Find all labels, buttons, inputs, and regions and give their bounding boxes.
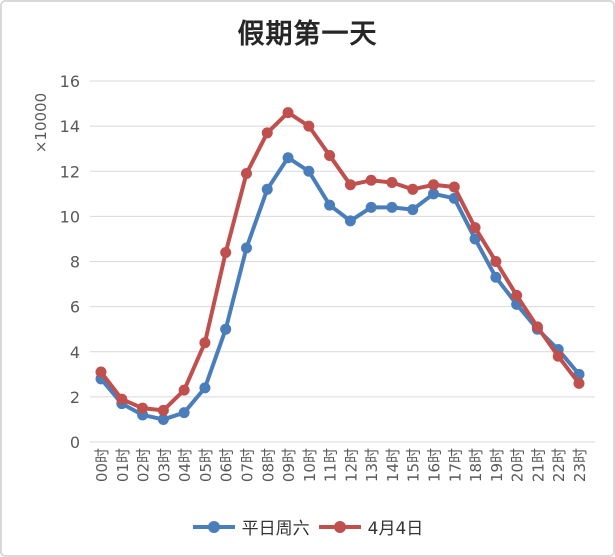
series-weekday-saturday-point-19时: [490, 271, 502, 283]
series-weekday-saturday-point-08时: [261, 183, 273, 195]
x-tick-label: 09时: [280, 448, 298, 482]
x-tick-label: 04时: [176, 448, 194, 482]
line-marker-swatch-icon: [318, 520, 361, 533]
x-tick-label: 16时: [426, 448, 444, 482]
series-weekday-saturday-point-09时: [282, 152, 294, 164]
x-tick-label: 07时: [238, 448, 256, 482]
series-april-4th-point-17时: [448, 181, 460, 193]
series-april-4th-point-21时: [531, 321, 543, 333]
series-april-4th: [95, 107, 585, 416]
series-weekday-saturday-point-10时: [303, 165, 315, 177]
series-april-4th-point-04时: [178, 384, 190, 396]
series-april-4th-point-15时: [407, 183, 419, 195]
x-tick-label: 18时: [467, 448, 485, 482]
series-april-4th-point-02时: [137, 402, 149, 414]
y-tick-label: 8: [70, 253, 80, 272]
y-tick-label: 2: [70, 388, 80, 407]
y-tick-label: 16: [60, 72, 80, 91]
y-axis-unit-label: ×10000: [32, 93, 50, 153]
x-tick-label: 10时: [301, 448, 319, 482]
x-tick-label: 23时: [571, 448, 589, 482]
x-tick-label: 21时: [529, 448, 547, 482]
x-tick-label: 19时: [488, 448, 506, 482]
series-weekday-saturday-point-05时: [199, 382, 211, 394]
series-april-4th-point-01时: [116, 393, 128, 405]
series-april-4th-point-16时: [428, 179, 440, 191]
series-april-4th-point-08时: [261, 127, 273, 139]
y-tick-label: 4: [70, 343, 80, 362]
series-weekday-saturday-point-03时: [157, 413, 169, 425]
x-tick-label: 22时: [550, 448, 568, 482]
x-tick-label: 08时: [259, 448, 277, 482]
series-april-4th-point-11时: [324, 149, 336, 161]
x-tick-label: 17时: [446, 448, 464, 482]
series-april-4th-point-10时: [303, 120, 315, 132]
x-tick-label: 15时: [405, 448, 423, 482]
series-weekday-saturday-point-16时: [428, 188, 440, 200]
series-april-4th-point-19时: [490, 256, 502, 267]
x-tick-label: 13时: [363, 448, 381, 482]
line-marker-swatch-icon: [192, 520, 235, 533]
series-april-4th-point-07时: [240, 168, 252, 180]
series-april-4th-point-13时: [365, 174, 377, 186]
x-tick-label: 02时: [135, 448, 153, 482]
x-tick-label: 20时: [509, 448, 527, 482]
x-tick-label: 11时: [322, 448, 340, 482]
y-tick-label: 12: [60, 162, 80, 181]
series-april-4th-point-12时: [344, 179, 356, 191]
x-axis-tick-labels: 00时 01时 02时 03时 04时 05时 06时 07时 08时 09时 10时 11时 12时 1…: [93, 448, 589, 482]
y-axis-tick-labels: 0 2 4 6 8 10 12 14 16: [60, 72, 80, 452]
line-chart-canvas: 0 2 4 6 8 10 12 14 16 ×10000 00时 01时 02时 03时 04时 05时 06时…: [32, 72, 595, 482]
series-weekday-saturday-point-06时: [220, 323, 232, 335]
x-tick-label: 01时: [114, 448, 132, 482]
legend-label-april-4th: 4月4日: [367, 519, 424, 539]
legend-item-weekday-saturday: 平日周六: [192, 514, 310, 539]
series-weekday-saturday-line: [99, 155, 581, 422]
series-weekday-saturday-point-15时: [407, 204, 419, 216]
series-april-4th-point-09时: [282, 107, 294, 119]
x-tick-label: 03时: [155, 448, 173, 482]
y-tick-label: 0: [70, 433, 80, 452]
series-april-4th-point-20时: [511, 289, 523, 301]
series-weekday-saturday-point-12时: [344, 215, 356, 227]
gridlines: [90, 80, 595, 443]
series-april-4th-point-05时: [199, 337, 211, 349]
x-tick-label: 14时: [384, 448, 402, 482]
y-tick-label: 10: [60, 207, 80, 226]
y-tick-label: 6: [70, 298, 80, 317]
series-april-4th-point-23时: [573, 377, 585, 389]
series-weekday-saturday-point-11时: [324, 199, 336, 211]
chart-legend: 平日周六 4月4日: [2, 514, 613, 539]
legend-label-weekday-saturday: 平日周六: [241, 519, 310, 539]
chart-title: 假期第一天: [237, 19, 378, 50]
legend-item-april-4th: 4月4日: [318, 514, 424, 539]
series-april-4th-point-00时: [95, 366, 107, 378]
x-tick-label: 06时: [218, 448, 236, 482]
series-april-4th-point-14时: [386, 177, 398, 189]
series-weekday-saturday-point-13时: [365, 201, 377, 213]
series-weekday-saturday-point-14时: [386, 201, 398, 213]
x-tick-label: 05时: [197, 448, 215, 482]
series-april-4th-point-18时: [469, 222, 481, 234]
y-tick-label: 14: [60, 117, 80, 136]
series-april-4th-point-03时: [157, 404, 169, 416]
series-april-4th-point-06时: [220, 246, 232, 258]
series-weekday-saturday-point-18时: [469, 233, 481, 245]
series-weekday-saturday-point-07时: [240, 242, 252, 254]
series-april-4th-point-22时: [552, 350, 564, 362]
x-tick-label: 12时: [342, 448, 360, 482]
series-weekday-saturday-point-04时: [178, 407, 190, 419]
x-tick-label: 00时: [93, 448, 111, 482]
